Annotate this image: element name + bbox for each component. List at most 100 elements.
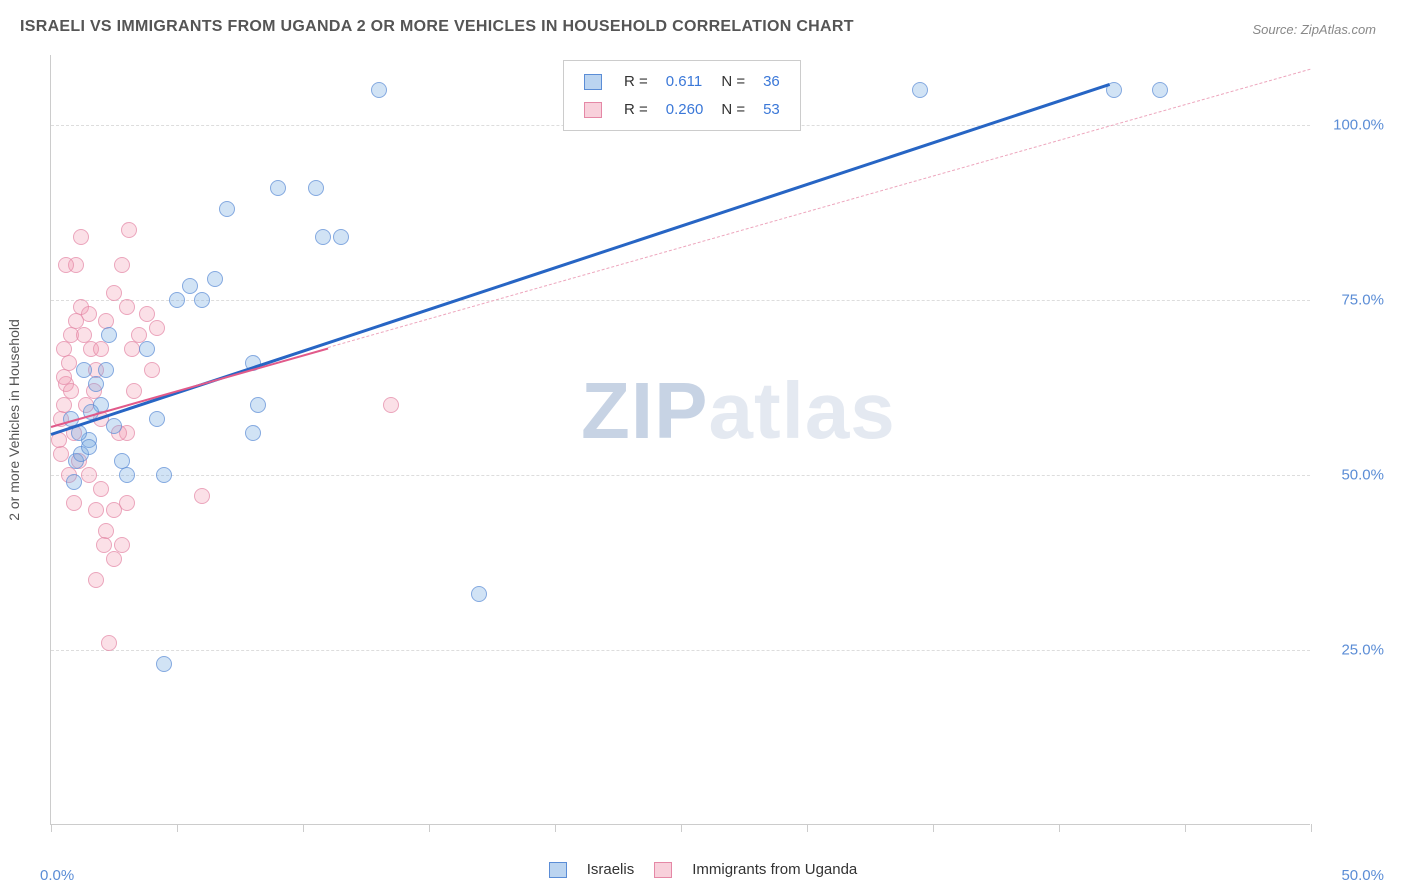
x-tick [1185, 824, 1186, 832]
data-point [1152, 82, 1168, 98]
data-point [471, 586, 487, 602]
data-point [119, 467, 135, 483]
data-point [101, 635, 117, 651]
data-point [383, 397, 399, 413]
data-point [81, 439, 97, 455]
x-tick [177, 824, 178, 832]
data-point [219, 201, 235, 217]
source-credit: Source: ZipAtlas.com [1252, 22, 1376, 37]
data-point [182, 278, 198, 294]
data-point [76, 362, 92, 378]
x-tick [429, 824, 430, 832]
data-point [156, 656, 172, 672]
data-point [73, 229, 89, 245]
data-point [333, 229, 349, 245]
x-tick [681, 824, 682, 832]
watermark: ZIPatlas [581, 365, 896, 457]
data-point [149, 320, 165, 336]
data-point [88, 376, 104, 392]
data-point [114, 257, 130, 273]
x-tick [1311, 824, 1312, 832]
x-tick [555, 824, 556, 832]
trend-line [328, 69, 1311, 348]
gridline [51, 475, 1310, 476]
legend-row: R =0.611N =36 [576, 69, 788, 95]
legend-swatch [584, 74, 602, 90]
data-point [106, 285, 122, 301]
data-point [66, 495, 82, 511]
data-point [124, 341, 140, 357]
x-tick [303, 824, 304, 832]
n-label: N = [713, 97, 753, 123]
n-value: 36 [755, 69, 788, 95]
legend-swatch [654, 862, 672, 878]
r-label: R = [616, 97, 656, 123]
data-point [315, 229, 331, 245]
y-tick-label: 100.0% [1333, 117, 1384, 134]
legend-row: R =0.260N =53 [576, 97, 788, 123]
watermark-part-b: atlas [708, 366, 895, 455]
data-point [144, 362, 160, 378]
data-point [194, 488, 210, 504]
data-point [207, 271, 223, 287]
data-point [81, 467, 97, 483]
data-point [194, 292, 210, 308]
data-point [106, 551, 122, 567]
legend-label: Immigrants from Uganda [692, 861, 857, 878]
data-point [106, 418, 122, 434]
data-point [245, 425, 261, 441]
data-point [93, 341, 109, 357]
r-label: R = [616, 69, 656, 95]
data-point [81, 306, 97, 322]
data-point [149, 411, 165, 427]
x-tick [933, 824, 934, 832]
correlation-legend: R =0.611N =36R =0.260N =53 [563, 60, 801, 131]
gridline [51, 650, 1310, 651]
data-point [88, 572, 104, 588]
x-tick [51, 824, 52, 832]
chart-title: ISRAELI VS IMMIGRANTS FROM UGANDA 2 OR M… [20, 18, 854, 36]
series-legend: Israelis Immigrants from Uganda [0, 860, 1406, 878]
data-point [63, 383, 79, 399]
n-value: 53 [755, 97, 788, 123]
y-tick-label: 50.0% [1341, 467, 1384, 484]
y-tick-label: 75.0% [1341, 292, 1384, 309]
gridline [51, 300, 1310, 301]
data-point [53, 446, 69, 462]
watermark-part-a: ZIP [581, 366, 708, 455]
data-point [98, 362, 114, 378]
x-tick-label: 0.0% [40, 867, 74, 884]
data-point [270, 180, 286, 196]
r-value: 0.260 [658, 97, 712, 123]
data-point [308, 180, 324, 196]
data-point [121, 222, 137, 238]
data-point [66, 474, 82, 490]
data-point [96, 537, 112, 553]
r-value: 0.611 [658, 69, 712, 95]
data-point [139, 341, 155, 357]
data-point [371, 82, 387, 98]
data-point [93, 481, 109, 497]
data-point [119, 299, 135, 315]
legend-swatch [584, 102, 602, 118]
n-label: N = [713, 69, 753, 95]
y-tick-label: 25.0% [1341, 642, 1384, 659]
data-point [250, 397, 266, 413]
legend-label: Israelis [587, 861, 635, 878]
scatter-chart: ZIPatlas [50, 55, 1310, 825]
data-point [156, 467, 172, 483]
data-point [139, 306, 155, 322]
x-tick [1059, 824, 1060, 832]
x-tick [807, 824, 808, 832]
data-point [912, 82, 928, 98]
y-axis-label: 2 or more Vehicles in Household [6, 319, 22, 521]
data-point [58, 257, 74, 273]
data-point [169, 292, 185, 308]
data-point [101, 327, 117, 343]
legend-swatch [549, 862, 567, 878]
x-tick-label: 50.0% [1341, 867, 1384, 884]
data-point [88, 502, 104, 518]
data-point [126, 383, 142, 399]
data-point [119, 495, 135, 511]
data-point [56, 341, 72, 357]
